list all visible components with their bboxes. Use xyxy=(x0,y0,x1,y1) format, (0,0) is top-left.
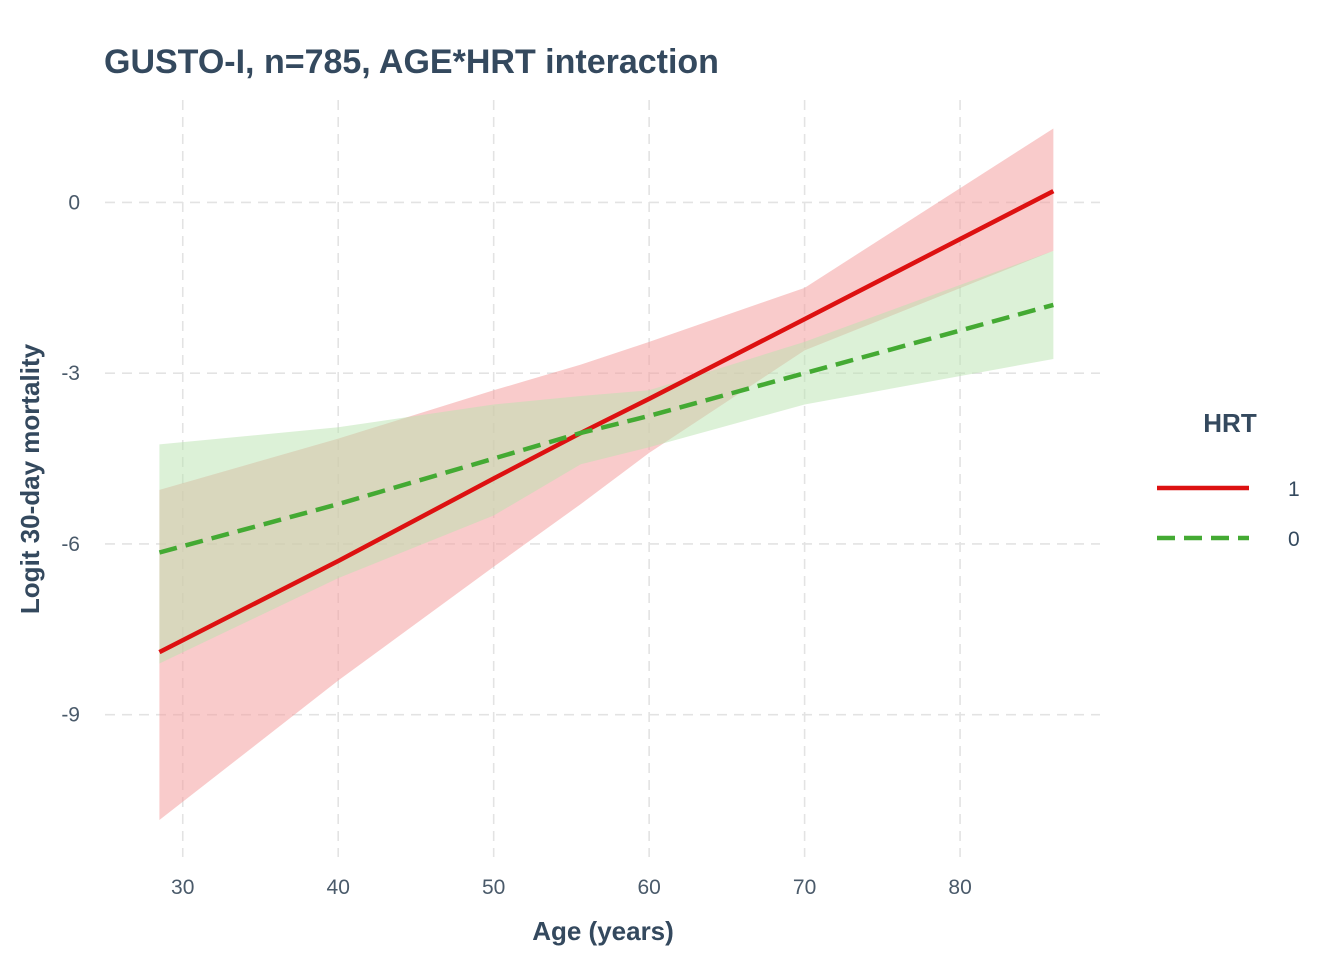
x-tick-label: 80 xyxy=(948,876,971,899)
confidence-bands xyxy=(159,128,1054,821)
y-tick-label: -9 xyxy=(61,704,80,727)
confidence-band-0 xyxy=(159,250,1054,664)
y-axis-ticks: 0 -3 -6 -9 xyxy=(61,191,80,726)
x-tick-label: 40 xyxy=(327,876,350,899)
series-lines xyxy=(158,189,1055,655)
x-tick-label: 70 xyxy=(793,876,816,899)
y-axis-title: Logit 30-day mortality xyxy=(15,343,45,614)
legend-label-0: 0 xyxy=(1288,528,1300,551)
confidence-band-1 xyxy=(159,128,1054,821)
chart-title: GUSTO-I, n=785, AGE*HRT interaction xyxy=(104,43,719,81)
legend-label-1: 1 xyxy=(1288,478,1300,501)
x-tick-label: 50 xyxy=(482,876,505,899)
x-tick-label: 60 xyxy=(637,876,660,899)
x-axis-title: Age (years) xyxy=(532,916,674,946)
x-tick-label: 30 xyxy=(171,876,194,899)
legend-title: HRT xyxy=(1203,408,1257,438)
legend: HRT 1 0 xyxy=(1157,408,1300,551)
series-line-0 xyxy=(158,302,1054,555)
y-tick-label: -3 xyxy=(61,362,80,385)
y-tick-label: -6 xyxy=(61,533,80,556)
x-axis-ticks: 30 40 50 60 70 80 xyxy=(171,876,972,899)
y-tick-label: 0 xyxy=(68,191,80,214)
series-line-1 xyxy=(158,189,1055,655)
